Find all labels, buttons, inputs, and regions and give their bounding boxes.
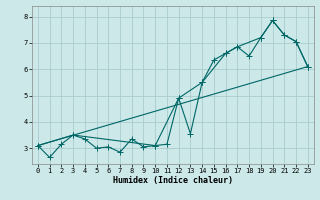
- X-axis label: Humidex (Indice chaleur): Humidex (Indice chaleur): [113, 176, 233, 185]
